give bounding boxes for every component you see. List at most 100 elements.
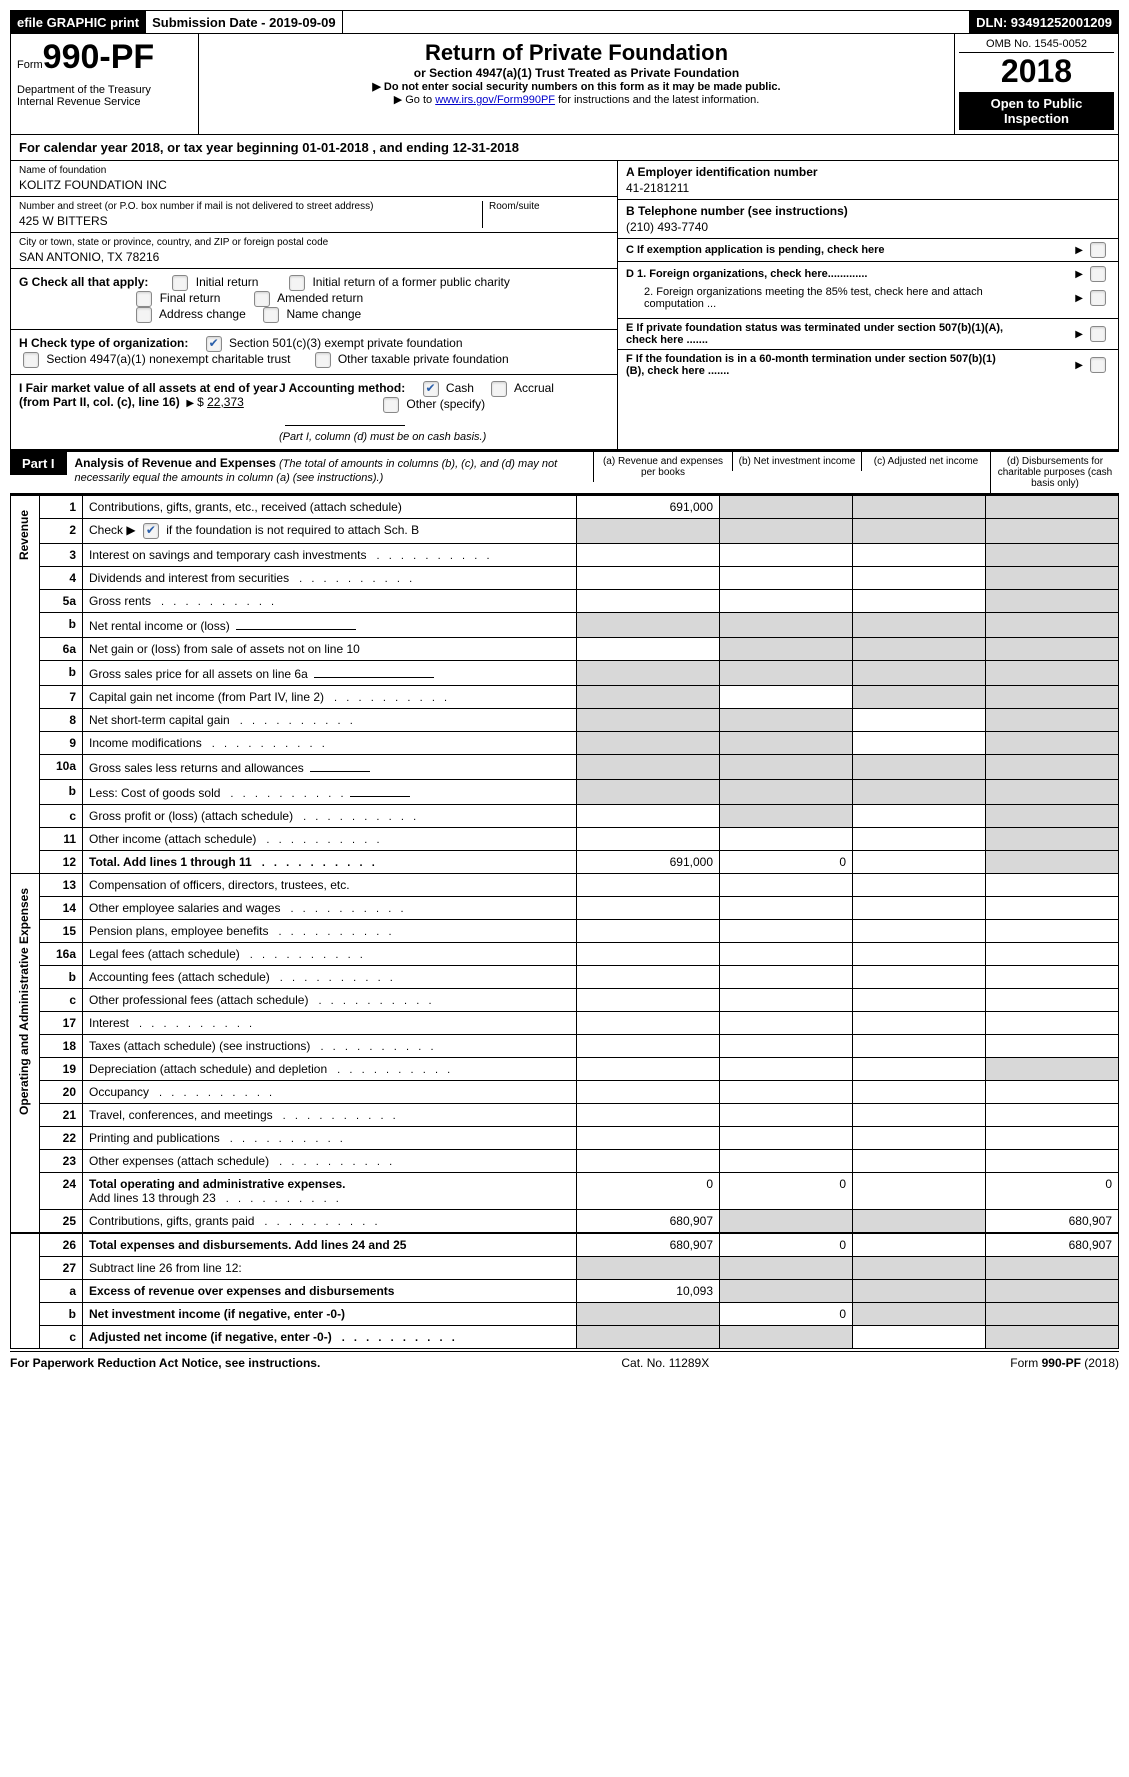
j-note: (Part I, column (d) must be on cash basi… xyxy=(279,431,486,443)
top-bar: efile GRAPHIC print Submission Date - 20… xyxy=(10,10,1119,34)
name-cell: Name of foundation KOLITZ FOUNDATION INC xyxy=(11,161,617,197)
l21: Travel, conferences, and meetings xyxy=(83,1104,577,1127)
table-row: bNet rental income or (loss) xyxy=(11,613,1119,638)
l14: Other employee salaries and wages xyxy=(83,897,577,920)
instr2-pre: ▶ Go to xyxy=(394,94,435,106)
table-row: 8Net short-term capital gain xyxy=(11,709,1119,732)
final-return-checkbox[interactable] xyxy=(136,291,152,307)
g4: Amended return xyxy=(277,291,363,305)
table-row: 7Capital gain net income (from Part IV, … xyxy=(11,686,1119,709)
part1-tag: Part I xyxy=(10,452,67,475)
l7: Capital gain net income (from Part IV, l… xyxy=(83,686,577,709)
l26-d: 680,907 xyxy=(986,1233,1119,1257)
sch-b-checkbox[interactable] xyxy=(143,523,159,539)
l4: Dividends and interest from securities xyxy=(83,567,577,590)
e-row: E If private foundation status was termi… xyxy=(618,319,1118,350)
table-row: 15Pension plans, employee benefits xyxy=(11,920,1119,943)
address-change-checkbox[interactable] xyxy=(136,307,152,323)
f-checkbox[interactable] xyxy=(1090,357,1106,373)
table-row: cOther professional fees (attach schedul… xyxy=(11,989,1119,1012)
cash-checkbox[interactable] xyxy=(423,381,439,397)
d1-label: D 1. Foreign organizations, check here..… xyxy=(626,268,867,280)
table-row: 17Interest xyxy=(11,1012,1119,1035)
e-checkbox[interactable] xyxy=(1090,326,1106,342)
table-row: bNet investment income (if negative, ent… xyxy=(11,1303,1119,1326)
city-state-zip: SAN ANTONIO, TX 78216 xyxy=(19,250,609,264)
501c3-checkbox[interactable] xyxy=(206,336,222,352)
footer-center: Cat. No. 11289X xyxy=(621,1356,709,1370)
footer-left: For Paperwork Reduction Act Notice, see … xyxy=(10,1356,320,1370)
l24: Total operating and administrative expen… xyxy=(83,1173,577,1210)
l16a: Legal fees (attach schedule) xyxy=(83,943,577,966)
table-row: 26Total expenses and disbursements. Add … xyxy=(11,1233,1119,1257)
l25-d: 680,907 xyxy=(986,1210,1119,1234)
table-row: bLess: Cost of goods sold xyxy=(11,780,1119,805)
other-method-checkbox[interactable] xyxy=(383,397,399,413)
initial-public-charity-checkbox[interactable] xyxy=(289,275,305,291)
other-taxable-checkbox[interactable] xyxy=(315,352,331,368)
section-g: G Check all that apply: Initial return I… xyxy=(11,269,617,330)
j3: Other (specify) xyxy=(406,397,485,411)
efile-tag: efile GRAPHIC print xyxy=(11,11,146,33)
l23: Other expenses (attach schedule) xyxy=(83,1150,577,1173)
dln: DLN: 93491252001209 xyxy=(970,11,1118,33)
f-row: F If the foundation is in a 60-month ter… xyxy=(618,350,1118,380)
g-label: G Check all that apply: xyxy=(19,275,148,289)
table-row: 22Printing and publications xyxy=(11,1127,1119,1150)
l9: Income modifications xyxy=(83,732,577,755)
d2-checkbox[interactable] xyxy=(1090,290,1106,306)
header-center: Return of Private Foundation or Section … xyxy=(199,34,955,134)
table-row: Revenue 1 Contributions, gifts, grants, … xyxy=(11,496,1119,519)
instr2-link[interactable]: www.irs.gov/Form990PF xyxy=(435,94,555,106)
l12-a: 691,000 xyxy=(577,851,720,874)
instr2: ▶ Go to www.irs.gov/Form990PF for instru… xyxy=(209,93,944,106)
col-b-hdr: (b) Net investment income xyxy=(732,452,861,471)
foundation-name: KOLITZ FOUNDATION INC xyxy=(19,178,609,192)
table-row: 14Other employee salaries and wages xyxy=(11,897,1119,920)
l27b: Net investment income (if negative, ente… xyxy=(83,1303,577,1326)
table-row: 3Interest on savings and temporary cash … xyxy=(11,544,1119,567)
j-label: J Accounting method: xyxy=(279,381,405,395)
amended-return-checkbox[interactable] xyxy=(254,291,270,307)
g3: Final return xyxy=(160,291,221,305)
part1-title: Analysis of Revenue and Expenses xyxy=(75,456,276,470)
accrual-checkbox[interactable] xyxy=(491,381,507,397)
l11: Other income (attach schedule) xyxy=(83,828,577,851)
table-row: 12Total. Add lines 1 through 11691,0000 xyxy=(11,851,1119,874)
table-row: 20Occupancy xyxy=(11,1081,1119,1104)
phone-cell: B Telephone number (see instructions) (2… xyxy=(618,200,1118,239)
l12-b: 0 xyxy=(720,851,853,874)
l26-b: 0 xyxy=(720,1233,853,1257)
4947a1-checkbox[interactable] xyxy=(23,352,39,368)
form-header: Form990-PF Department of the Treasury In… xyxy=(10,34,1119,135)
table-row: 16aLegal fees (attach schedule) xyxy=(11,943,1119,966)
table-row: 23Other expenses (attach schedule) xyxy=(11,1150,1119,1173)
d1-checkbox[interactable] xyxy=(1090,266,1106,282)
c-checkbox[interactable] xyxy=(1090,242,1106,258)
l2-desc: Check ▶ if the foundation is not require… xyxy=(83,519,577,544)
table-row: bAccounting fees (attach schedule) xyxy=(11,966,1119,989)
d2-label: 2. Foreign organizations meeting the 85%… xyxy=(626,286,1004,310)
inspection-notice: Open to Public Inspection xyxy=(959,92,1114,130)
l25: Contributions, gifts, grants paid xyxy=(83,1210,577,1234)
initial-return-checkbox[interactable] xyxy=(172,275,188,291)
instr2-post: for instructions and the latest informat… xyxy=(555,94,759,106)
name-change-checkbox[interactable] xyxy=(263,307,279,323)
table-row: 24Total operating and administrative exp… xyxy=(11,1173,1119,1210)
table-row: 21Travel, conferences, and meetings xyxy=(11,1104,1119,1127)
l17: Interest xyxy=(83,1012,577,1035)
part1-title-cell: Analysis of Revenue and Expenses (The to… xyxy=(67,452,593,488)
col-c-hdr: (c) Adjusted net income xyxy=(861,452,990,471)
calendar-year-line: For calendar year 2018, or tax year begi… xyxy=(10,135,1119,161)
l22: Printing and publications xyxy=(83,1127,577,1150)
street-address: 425 W BITTERS xyxy=(19,214,476,228)
table-row: 9Income modifications xyxy=(11,732,1119,755)
l16b: Accounting fees (attach schedule) xyxy=(83,966,577,989)
part1-table: Revenue 1 Contributions, gifts, grants, … xyxy=(10,495,1119,1349)
col-d-hdr: (d) Disbursements for charitable purpose… xyxy=(990,452,1119,493)
side-revenue: Revenue xyxy=(17,500,31,570)
l3: Interest on savings and temporary cash i… xyxy=(83,544,577,567)
footer-right: Form 990-PF (2018) xyxy=(1010,1356,1119,1370)
table-row: aExcess of revenue over expenses and dis… xyxy=(11,1280,1119,1303)
l27a-a: 10,093 xyxy=(577,1280,720,1303)
